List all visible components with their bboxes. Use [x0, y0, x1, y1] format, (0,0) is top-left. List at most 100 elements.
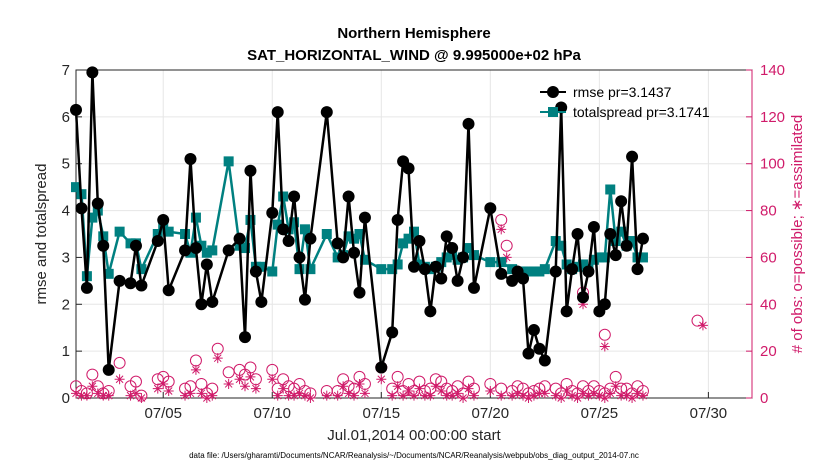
y-left-tick-label: 7 — [62, 62, 70, 79]
rmse-point — [626, 150, 639, 163]
obs-assimilated-marker — [354, 378, 365, 389]
totalspread-point — [201, 247, 212, 258]
totalspread-point — [496, 257, 507, 268]
obs-assimilated-marker — [485, 385, 496, 396]
y-left-tick-label: 3 — [62, 249, 70, 266]
rmse-point — [222, 244, 235, 257]
rmse-point — [538, 354, 551, 367]
x-axis-label: Jul.01,2014 00:00:00 start — [327, 427, 501, 444]
rmse-point — [549, 265, 562, 278]
obs-assimilated-marker — [207, 390, 218, 401]
rmse-point — [429, 260, 442, 273]
rmse-point — [342, 190, 355, 203]
totalspread-point — [163, 226, 174, 237]
obs-assimilated-marker — [305, 393, 316, 403]
y-right-tick-label: 40 — [760, 296, 777, 313]
totalspread-point — [223, 156, 234, 167]
totalspread-point — [207, 245, 218, 256]
rmse-point — [288, 190, 301, 203]
x-tick-label: 07/05 — [144, 405, 182, 422]
rmse-series — [70, 66, 649, 376]
rmse-point — [298, 293, 311, 306]
totalspread-point — [240, 243, 250, 254]
legend-rmse-marker — [547, 86, 559, 98]
obs-assimilated-marker — [550, 390, 561, 401]
obs-assimilated-marker — [463, 383, 474, 394]
totalspread-point — [278, 191, 289, 202]
rmse-point — [277, 223, 290, 236]
rmse-point — [271, 106, 284, 119]
y-left-tick-label: 0 — [62, 390, 70, 407]
totalspread-point — [387, 264, 398, 275]
rmse-point — [587, 220, 600, 233]
totalspread-point — [359, 254, 370, 265]
rmse-point — [102, 363, 115, 376]
rmse-point — [446, 242, 459, 255]
obs-assimilated-marker — [392, 381, 403, 392]
totalspread-point — [398, 238, 409, 249]
rmse-point — [440, 230, 453, 243]
rmse-point — [249, 265, 262, 278]
rmse-point — [435, 272, 448, 285]
totalspread-point — [485, 257, 496, 268]
obs-assimilated-marker — [599, 393, 610, 403]
x-axis-ticks: 07/05 07/10 07/15 07/20 07/25 07/30 — [144, 392, 727, 422]
y-right-tick-label: 0 — [760, 390, 768, 407]
rmse-point — [527, 324, 540, 337]
rmse-point — [598, 298, 611, 311]
totalspread-point — [289, 217, 300, 228]
obs-assimilated-marker — [321, 390, 332, 401]
obs-assimilated-marker — [534, 388, 545, 399]
obs-assimilated-marker — [567, 390, 578, 401]
totalspread-point — [71, 182, 81, 193]
rmse-point — [337, 251, 350, 264]
y-right-tick-label: 120 — [760, 109, 785, 126]
totalspread-point — [539, 264, 550, 275]
obs-assimilated-marker — [518, 390, 529, 401]
rmse-point — [348, 246, 361, 259]
rmse-point — [124, 277, 137, 290]
rmse-point — [233, 232, 246, 245]
rmse-point — [113, 274, 126, 287]
obs-assimilated-marker — [289, 390, 300, 401]
legend-spread-label: totalspread pr=3.1741 — [573, 104, 710, 120]
rmse-point — [206, 295, 219, 308]
obs-assimilated-marker — [71, 388, 81, 399]
obs-assimilated-marker — [163, 385, 174, 396]
rmse-point — [418, 263, 431, 276]
totalspread-point — [152, 229, 163, 239]
y-right-tick-label: 140 — [760, 62, 785, 79]
rmse-point — [615, 195, 628, 208]
totalspread-point — [376, 264, 387, 275]
rmse-point — [506, 274, 519, 287]
obs-assimilated-marker — [223, 378, 234, 389]
y-axis-left-ticks: 0 1 2 3 4 5 6 7 — [62, 62, 82, 407]
totalspread-point — [114, 226, 125, 237]
rmse-point — [457, 251, 470, 264]
legend-rmse-label: rmse pr=3.1437 — [573, 84, 672, 100]
rmse-point — [620, 239, 633, 252]
obs-assimilated-marker — [152, 383, 163, 394]
obs-assimilated-marker — [196, 388, 207, 399]
obs-assimilated-marker — [430, 381, 441, 392]
obs-assimilated-marker — [610, 381, 621, 392]
rmse-point — [293, 251, 306, 264]
totalspread-point — [190, 212, 201, 223]
obs-assimilated-marker — [523, 393, 534, 403]
totalspread-point — [436, 257, 447, 268]
totalspread-point — [610, 236, 621, 247]
obs-assimilated-marker — [250, 383, 261, 394]
totalspread-point — [294, 264, 305, 275]
rmse-point — [266, 206, 279, 219]
obs-assimilated-marker — [621, 390, 632, 401]
obs-assimilated-marker — [376, 374, 387, 385]
rmse-point — [129, 239, 142, 252]
rmse-point — [239, 331, 251, 344]
y-left-tick-label: 4 — [62, 203, 70, 220]
obs-assimilated-marker — [98, 390, 109, 401]
obs-assimilated-marker — [616, 390, 627, 401]
rmse-point — [162, 284, 175, 297]
rmse-point — [331, 237, 344, 250]
rmse-point — [631, 263, 644, 276]
